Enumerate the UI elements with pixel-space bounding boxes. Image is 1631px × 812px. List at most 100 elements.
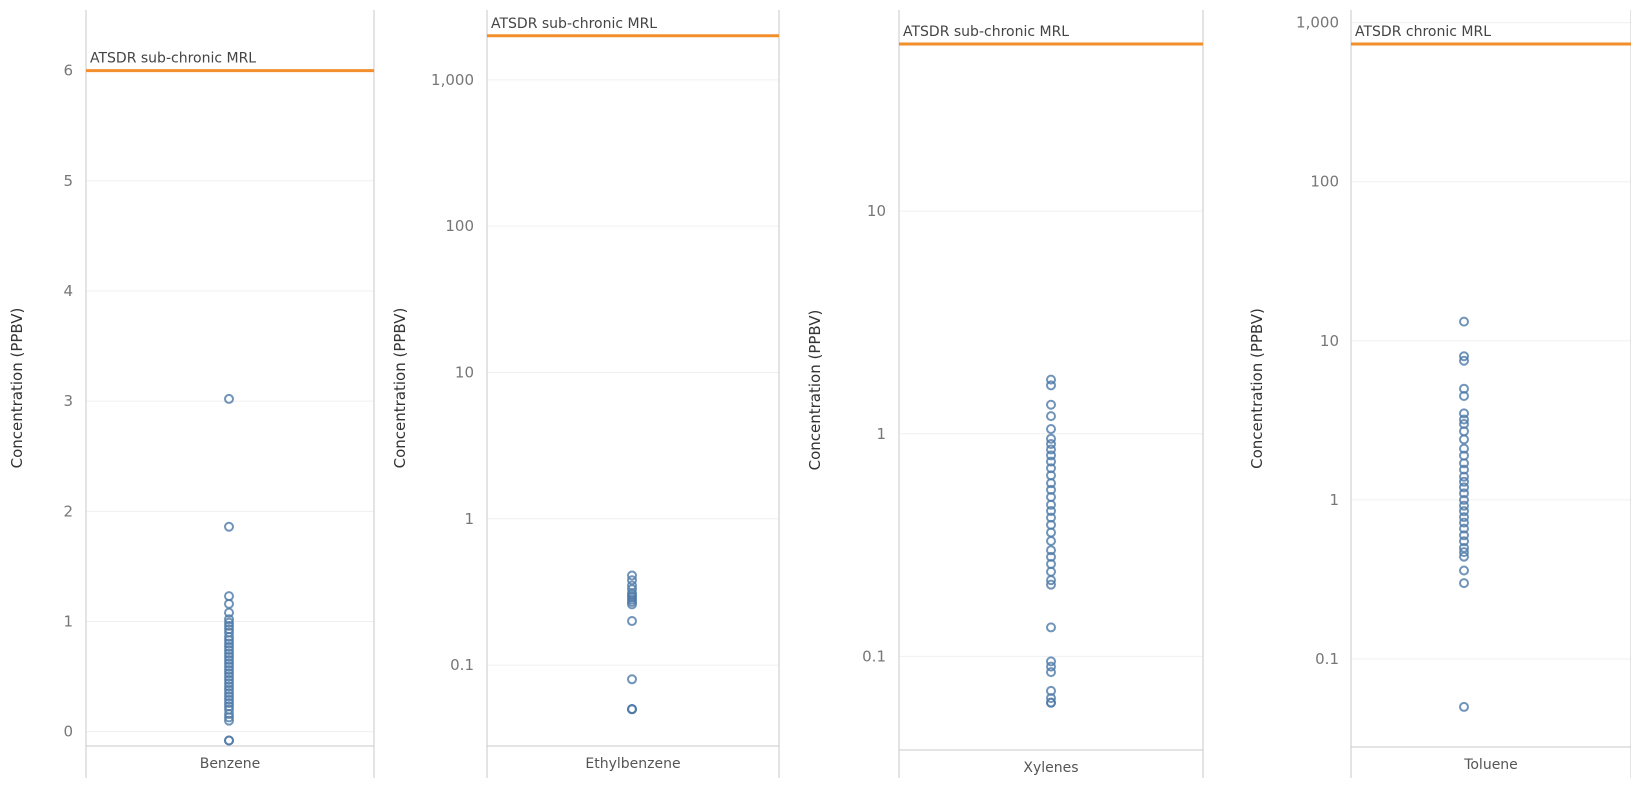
- y-tick-label: 0.1: [862, 647, 886, 665]
- data-point: [224, 658, 234, 669]
- data-point: [1459, 536, 1469, 547]
- data-point: [1459, 500, 1469, 511]
- data-point: [1046, 478, 1056, 489]
- data-point: [1459, 443, 1469, 454]
- y-tick-label: 1: [464, 510, 474, 528]
- data-point: [1046, 545, 1056, 556]
- category-label: Toluene: [1463, 757, 1518, 773]
- y-axis-label: Concentration (PPBV): [1248, 308, 1266, 469]
- data-point: [627, 674, 637, 685]
- data-point: [1046, 667, 1056, 678]
- data-point: [1459, 488, 1469, 499]
- data-point: [1046, 622, 1056, 633]
- y-tick-label: 6: [63, 62, 73, 80]
- y-axis-label: Concentration (PPBV): [806, 310, 824, 471]
- y-tick-label: 100: [1310, 173, 1339, 191]
- data-point: [224, 681, 234, 692]
- category-label: Xylenes: [1023, 760, 1078, 776]
- y-tick-label: 10: [867, 202, 886, 220]
- reference-line-label: ATSDR sub-chronic MRL: [90, 51, 256, 67]
- data-point: [1459, 458, 1469, 469]
- y-tick-label: 10: [455, 363, 474, 381]
- data-point: [224, 715, 234, 726]
- data-point: [1046, 444, 1056, 455]
- data-point: [224, 684, 234, 695]
- data-point: [1459, 523, 1469, 534]
- data-point: [224, 691, 234, 702]
- data-point: [1459, 408, 1469, 419]
- data-point: [224, 521, 234, 532]
- data-point: [1046, 697, 1056, 708]
- category-label: Benzene: [200, 756, 261, 772]
- data-point: [224, 671, 234, 682]
- data-point: [1459, 517, 1469, 528]
- y-tick-label: 0: [63, 723, 73, 741]
- data-point: [1459, 512, 1469, 523]
- y-tick-label: 10: [1320, 332, 1339, 350]
- data-point: [1459, 316, 1469, 327]
- data-point: [627, 704, 637, 715]
- data-point: [1046, 450, 1056, 461]
- data-point: [1459, 434, 1469, 445]
- y-tick-label: 1: [876, 425, 886, 443]
- data-point: [224, 631, 234, 642]
- y-tick-label: 1: [63, 612, 73, 630]
- data-point: [224, 651, 234, 662]
- reference-line-label: ATSDR sub-chronic MRL: [491, 16, 657, 32]
- data-point: [1459, 530, 1469, 541]
- data-point: [224, 678, 234, 689]
- data-point: [1459, 578, 1469, 589]
- reference-line-label: ATSDR sub-chronic MRL: [903, 24, 1069, 40]
- data-point: [1459, 390, 1469, 401]
- data-point: [1459, 506, 1469, 517]
- data-point: [224, 638, 234, 649]
- data-point: [627, 599, 637, 610]
- data-point: [1046, 505, 1056, 516]
- data-point: [224, 614, 234, 625]
- y-tick-label: 1: [1329, 491, 1339, 509]
- data-point: [224, 668, 234, 679]
- data-point: [627, 616, 637, 627]
- data-point: [1459, 547, 1469, 558]
- data-point: [224, 645, 234, 656]
- y-tick-label: 0.1: [450, 656, 474, 674]
- data-point: [1459, 476, 1469, 487]
- data-point: [1459, 355, 1469, 366]
- data-point: [224, 674, 234, 685]
- data-point: [224, 688, 234, 699]
- data-point: [1046, 380, 1056, 391]
- data-point: [1046, 693, 1056, 704]
- data-point: [1459, 351, 1469, 362]
- data-point: [1046, 575, 1056, 586]
- category-label: Ethylbenzene: [585, 756, 680, 772]
- data-point: [1459, 565, 1469, 576]
- data-point: [1459, 471, 1469, 482]
- data-point: [224, 635, 234, 646]
- data-point: [224, 393, 234, 404]
- y-tick-label: 1,000: [431, 71, 474, 89]
- data-point: [1046, 499, 1056, 510]
- data-point: [1046, 535, 1056, 546]
- y-tick-label: 100: [445, 217, 474, 235]
- data-point: [224, 617, 234, 628]
- data-point: [1046, 579, 1056, 590]
- data-point: [224, 648, 234, 659]
- y-tick-label: 2: [63, 502, 73, 520]
- data-point: [1046, 411, 1056, 422]
- data-point: [1046, 656, 1056, 667]
- data-point: [224, 655, 234, 666]
- data-point: [1046, 399, 1056, 410]
- data-point: [224, 661, 234, 672]
- data-point: [224, 735, 234, 746]
- y-axis-label: Concentration (PPBV): [8, 308, 26, 469]
- data-point: [224, 712, 234, 723]
- data-point: [224, 664, 234, 675]
- y-tick-label: 4: [63, 282, 73, 300]
- data-point: [1459, 414, 1469, 425]
- reference-line-label: ATSDR chronic MRL: [1355, 24, 1491, 40]
- data-point: [1459, 482, 1469, 493]
- data-point: [1046, 456, 1056, 467]
- data-point: [1459, 551, 1469, 562]
- y-tick-label: 3: [63, 392, 73, 410]
